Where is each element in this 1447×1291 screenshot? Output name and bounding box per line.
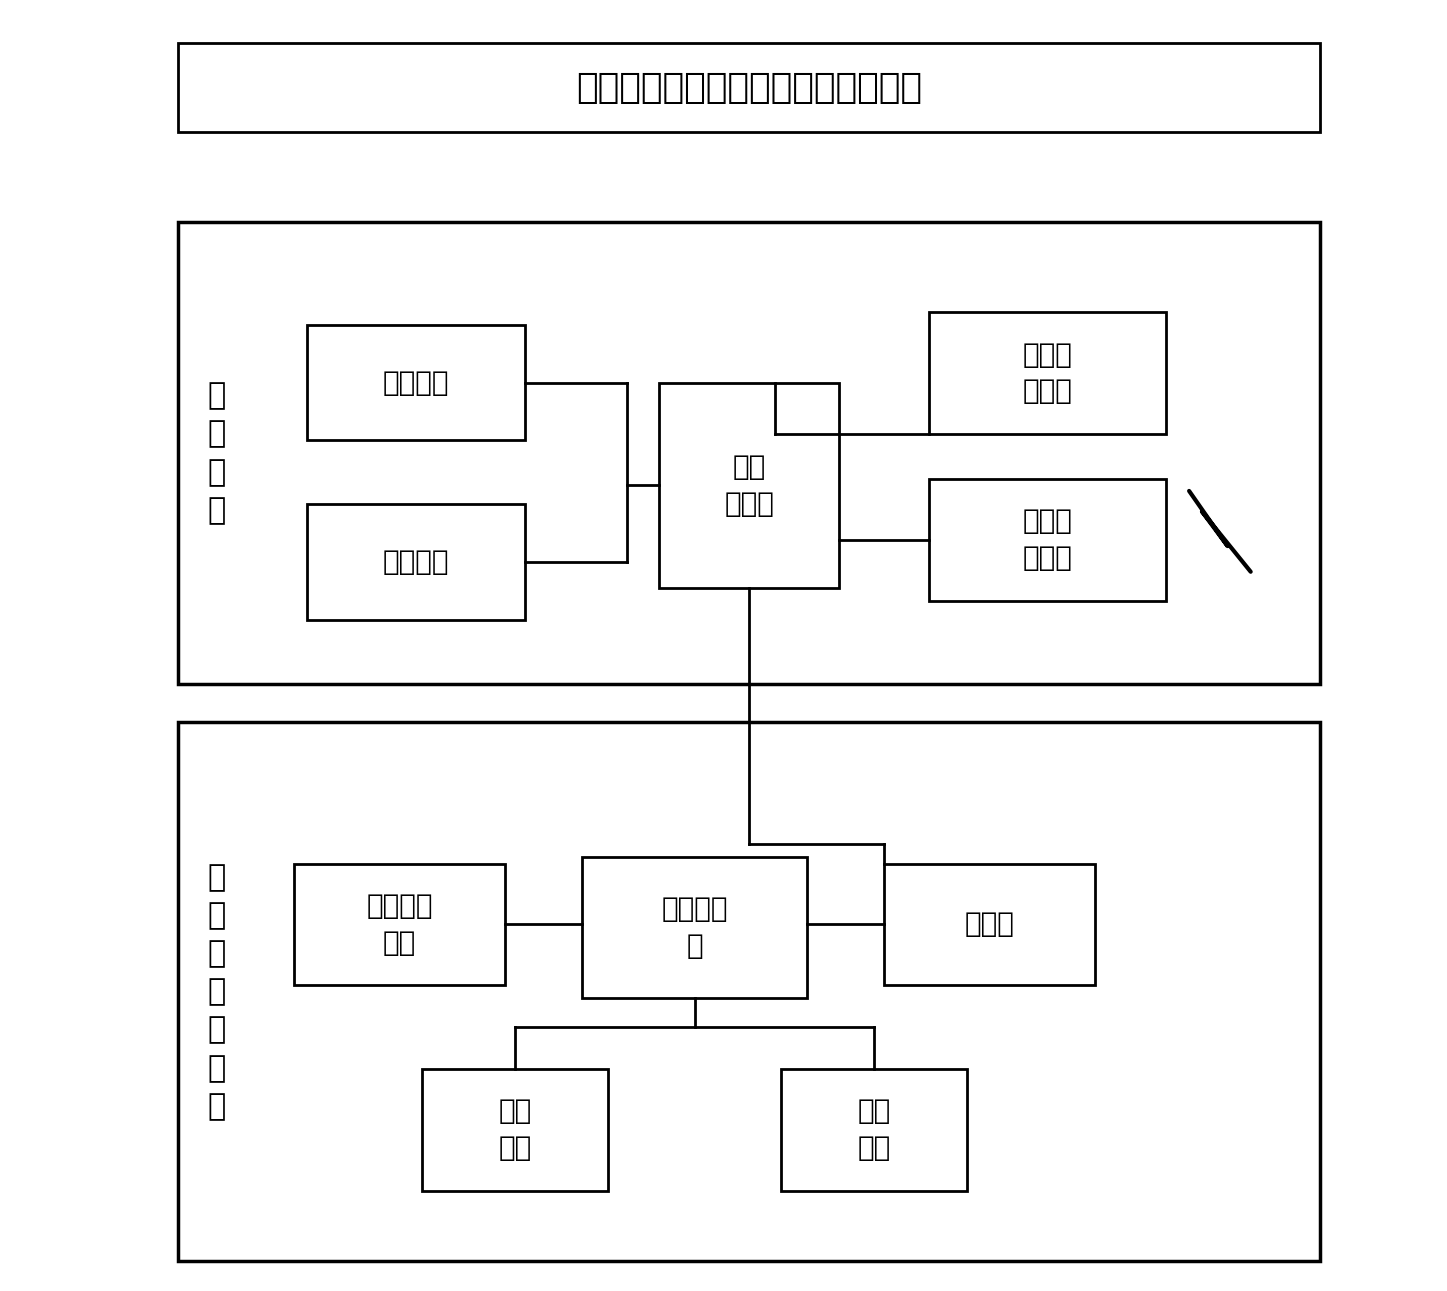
Bar — [178, 222, 1320, 684]
Text: 基于太阳能的远程电动阀门控制系统: 基于太阳能的远程电动阀门控制系统 — [576, 71, 922, 105]
Bar — [307, 505, 525, 620]
Text: 输入
部件: 输入 部件 — [858, 1097, 891, 1162]
Bar — [582, 857, 807, 998]
Bar — [929, 479, 1166, 600]
Bar — [929, 312, 1166, 434]
Bar — [178, 43, 1320, 133]
Text: 中央
控制器: 中央 控制器 — [724, 453, 774, 518]
Bar — [884, 864, 1095, 985]
Bar — [307, 325, 525, 440]
Text: 蓄电池: 蓄电池 — [965, 910, 1014, 939]
Text: 执行电机: 执行电机 — [382, 368, 449, 396]
Text: 无线通
信模块: 无线通 信模块 — [1023, 507, 1072, 572]
Text: 显示
部件: 显示 部件 — [498, 1097, 531, 1162]
Text: 检测装置: 检测装置 — [382, 549, 449, 576]
Bar — [178, 723, 1320, 1261]
Text: 电源控制
器: 电源控制 器 — [661, 895, 728, 961]
Bar — [781, 1069, 967, 1190]
Bar — [660, 382, 839, 587]
Text: 天阳能电
池板: 天阳能电 池板 — [366, 892, 433, 957]
Text: 执
行
系
统: 执 行 系 统 — [208, 381, 226, 525]
Bar — [294, 864, 505, 985]
Bar — [423, 1069, 608, 1190]
Text: 现场警
报装置: 现场警 报装置 — [1023, 341, 1072, 405]
Text: 太
阳
能
供
电
系
统: 太 阳 能 供 电 系 统 — [208, 862, 226, 1121]
